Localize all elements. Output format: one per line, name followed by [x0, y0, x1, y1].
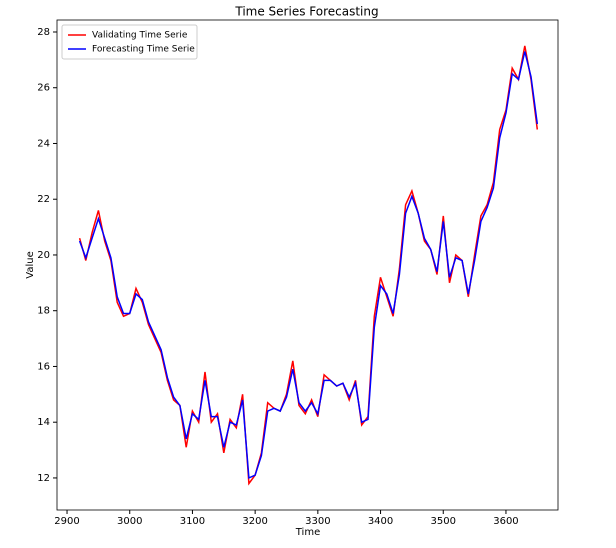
x-tick-label: 3200	[242, 516, 267, 527]
y-tick-label: 26	[37, 83, 50, 94]
x-tick-label: 3400	[368, 516, 393, 527]
y-axis-label: Value	[25, 251, 36, 278]
series-line	[78, 51, 539, 480]
x-tick-label: 3500	[431, 516, 456, 527]
legend-label: Forecasting Time Serie	[92, 45, 195, 55]
plot-frame	[56, 19, 559, 511]
y-tick-label: 14	[37, 417, 50, 428]
x-tick-label: 3000	[117, 516, 142, 527]
legend-label: Validating Time Serie	[92, 31, 188, 41]
legend-box	[61, 24, 198, 60]
x-axis-label: Time	[295, 527, 320, 538]
x-tick-label: 3600	[493, 516, 518, 527]
series-line	[78, 45, 539, 486]
y-tick-label: 22	[37, 194, 50, 205]
y-tick-label: 24	[37, 138, 50, 149]
x-tick-label: 3300	[305, 516, 330, 527]
y-tick-label: 28	[37, 27, 50, 38]
x-tick-label: 3100	[180, 516, 205, 527]
y-tick-label: 20	[37, 250, 50, 261]
y-tick-label: 12	[37, 473, 50, 484]
chart-title: Time Series Forecasting	[234, 5, 378, 19]
y-tick-label: 16	[37, 361, 50, 372]
y-tick-label: 18	[37, 306, 50, 317]
x-tick-label: 2900	[54, 516, 79, 527]
